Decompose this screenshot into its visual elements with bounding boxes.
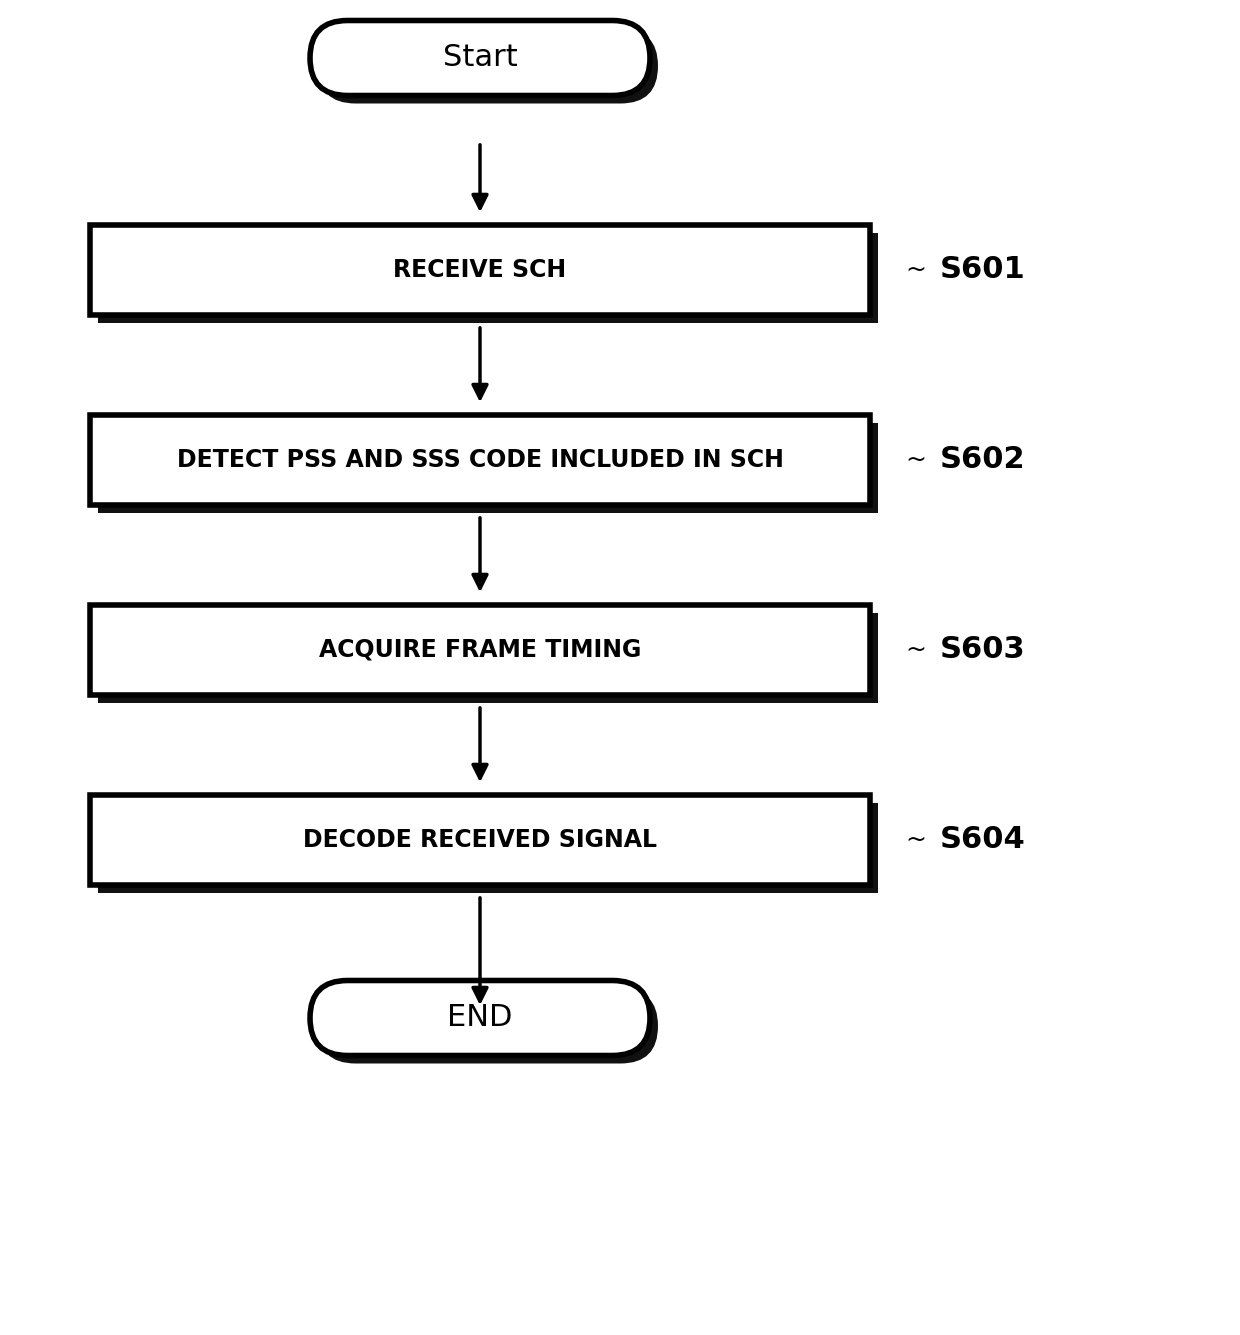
FancyBboxPatch shape	[317, 988, 658, 1064]
Text: S603: S603	[940, 635, 1025, 665]
Bar	[91, 415, 870, 505]
Text: DETECT PSS AND SSS CODE INCLUDED IN SCH: DETECT PSS AND SSS CODE INCLUDED IN SCH	[176, 449, 784, 473]
Bar	[98, 613, 878, 704]
Text: ~: ~	[905, 638, 926, 662]
Text: DECODE RECEIVED SIGNAL: DECODE RECEIVED SIGNAL	[303, 828, 657, 852]
Text: S602: S602	[940, 446, 1025, 474]
Bar	[98, 423, 878, 513]
Bar	[91, 226, 870, 315]
Text: END: END	[448, 1004, 512, 1032]
Bar	[91, 796, 870, 885]
Text: Start: Start	[443, 44, 517, 72]
Text: RECEIVE SCH: RECEIVE SCH	[393, 258, 567, 282]
Text: ~: ~	[905, 258, 926, 282]
Bar	[98, 802, 878, 893]
Text: ~: ~	[905, 449, 926, 473]
FancyBboxPatch shape	[310, 20, 650, 96]
Text: ~: ~	[905, 828, 926, 852]
Text: S604: S604	[940, 825, 1025, 854]
FancyBboxPatch shape	[317, 28, 658, 104]
Text: ACQUIRE FRAME TIMING: ACQUIRE FRAME TIMING	[319, 638, 641, 662]
FancyBboxPatch shape	[310, 980, 650, 1056]
Text: S601: S601	[940, 255, 1025, 284]
Bar	[98, 234, 878, 323]
Bar	[91, 605, 870, 696]
